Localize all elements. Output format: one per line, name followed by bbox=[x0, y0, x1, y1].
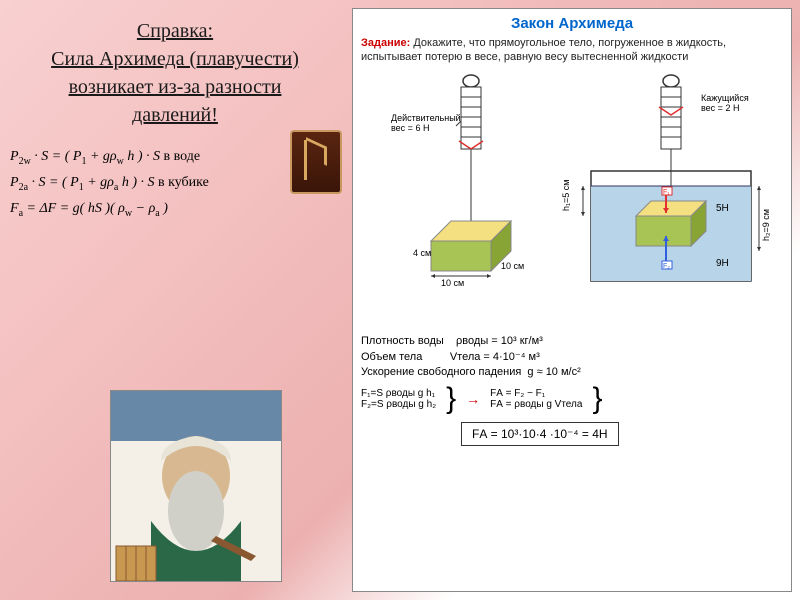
svg-text:F₁: F₁ bbox=[663, 189, 670, 196]
def-volume-val: Vтела = 4·10⁻⁴ м³ bbox=[450, 351, 540, 363]
eq-right-2: FА = ρводы g Vтела bbox=[490, 399, 582, 410]
subtitle: Сила Архимеда (плавучести) возникает из-… bbox=[10, 45, 340, 129]
task-label: Задание: bbox=[361, 37, 410, 49]
scale-left-label-2: вес = 6 Н bbox=[391, 123, 429, 133]
scale-left-label: Действительный bbox=[391, 113, 461, 123]
def-g-label: Ускорение свободного падения bbox=[361, 366, 521, 378]
formula-3: Fa = ΔF = g( hS )( ρw − ρa ) bbox=[10, 201, 340, 219]
task-block: Задание: Докажите, что прямоугольное тел… bbox=[361, 36, 783, 65]
left-panel: Справка: Сила Архимеда (плавучести) возн… bbox=[10, 20, 340, 226]
definitions: Плотность воды ρводы = 10³ кг/м³ Объем т… bbox=[361, 335, 783, 378]
def-volume-label: Объем тела bbox=[361, 351, 422, 363]
experiment-diagram: Действительный вес = 6 Н 4 см 10 см 10 с… bbox=[361, 71, 783, 331]
def-density-val: ρводы = 10³ кг/м³ bbox=[456, 335, 543, 347]
def-density-label: Плотность воды bbox=[361, 335, 444, 347]
subtitle-line-3: давлений! bbox=[132, 104, 218, 126]
force-down-label: 5H bbox=[716, 203, 729, 214]
eq-right-1: FА = F₂ − F₁ bbox=[490, 388, 582, 399]
formula-2-label: в кубике bbox=[158, 175, 209, 190]
archimedes-portrait bbox=[110, 390, 282, 582]
cube-height: 4 см bbox=[413, 248, 431, 258]
archimedes-law-title: Закон Архимеда bbox=[361, 15, 783, 32]
force-up-label: 9H bbox=[716, 258, 729, 269]
subtitle-line-2: возникает из-за разности bbox=[69, 76, 282, 98]
right-panel: Закон Архимеда Задание: Докажите, что пр… bbox=[352, 8, 792, 592]
subtitle-line-1: Сила Архимеда (плавучести) bbox=[51, 48, 299, 70]
cube-width: 10 см bbox=[441, 278, 464, 288]
h1-label: h₁=5 см bbox=[561, 179, 571, 211]
eq-left-1: F₁=S ρводы g h₁ bbox=[361, 388, 436, 399]
final-result-box: FА = 10³·10·4 ·10⁻⁴ = 4Н bbox=[461, 422, 619, 446]
brace-right-icon: } bbox=[592, 384, 602, 414]
equation-group: F₁=S ρводы g h₁ F₂=S ρводы g h₂ } → FА =… bbox=[361, 384, 783, 414]
cube-depth: 10 см bbox=[501, 261, 524, 271]
svg-text:F₂: F₂ bbox=[663, 263, 670, 270]
rune-icon bbox=[290, 130, 342, 194]
arrow-icon: → bbox=[466, 391, 480, 407]
formula-1-label: в воде bbox=[164, 149, 201, 164]
brace-left-icon: } bbox=[446, 384, 456, 414]
eq-left-2: F₂=S ρводы g h₂ bbox=[361, 399, 436, 410]
scale-right-label-2: вес = 2 Н bbox=[701, 103, 739, 113]
h2-label: h₂=9 см bbox=[761, 209, 771, 241]
reference-title: Справка: bbox=[10, 20, 340, 43]
task-text: Докажите, что прямоугольное тело, погруж… bbox=[361, 37, 726, 63]
scale-right-label: Кажущийся bbox=[701, 93, 749, 103]
def-g-val: g ≈ 10 м/с² bbox=[527, 366, 580, 378]
